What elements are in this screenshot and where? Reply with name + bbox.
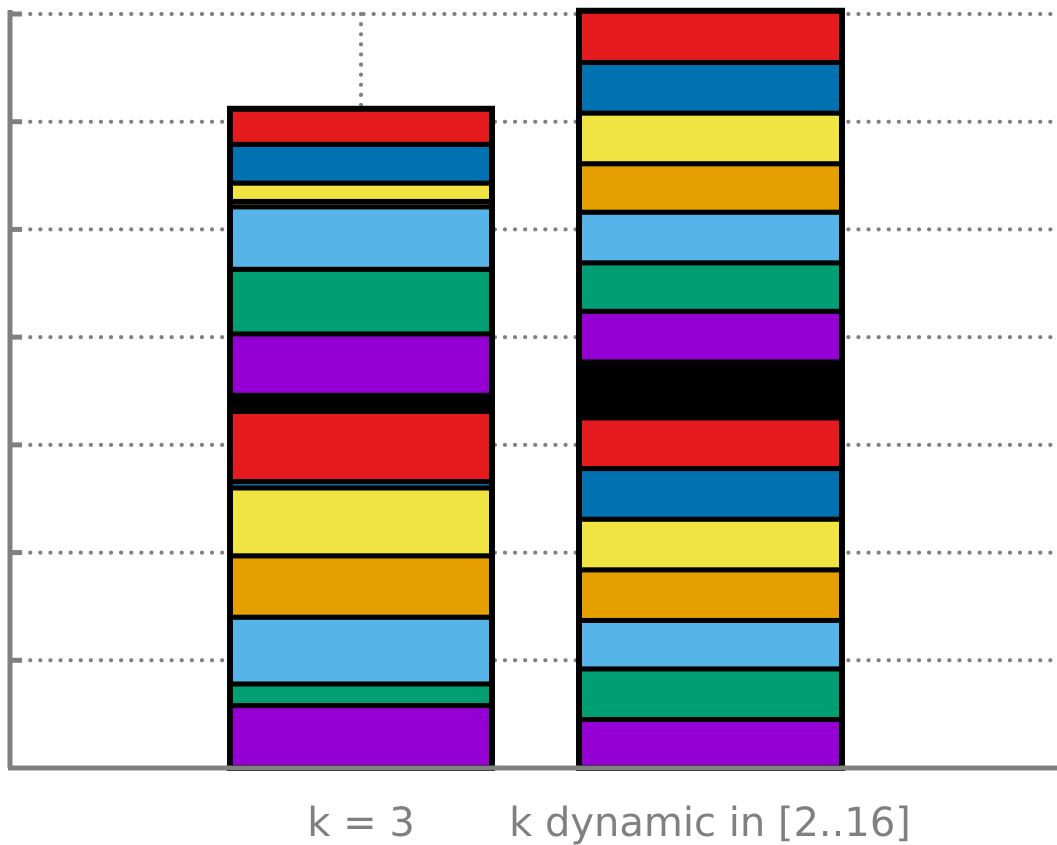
- x-tick-label-1: k dynamic in [2..16]: [509, 800, 911, 845]
- bar-0-segment-2: [227, 614, 495, 687]
- bar-1-segment-9: [576, 260, 845, 314]
- bar-0-segment-13: [227, 141, 495, 186]
- x-tick-label-0: k = 3: [307, 800, 415, 845]
- bar-1-segment-8: [576, 308, 845, 365]
- bar-0: [227, 105, 495, 771]
- bar-1-segment-13: [576, 59, 845, 116]
- bar-0-segment-1: [227, 681, 495, 709]
- bar-1: [576, 7, 845, 772]
- bar-1-segment-12: [576, 110, 845, 167]
- bar-0-segment-4: [227, 485, 495, 559]
- bar-0-segment-9: [227, 266, 495, 337]
- gridlines: [8, 12, 1057, 663]
- bar-0-segment-6: [227, 408, 495, 484]
- bar-1-segment-10: [576, 209, 845, 266]
- bar-0-segment-10: [227, 204, 495, 272]
- x-tick-labels: k = 3 k dynamic in [2..16]: [307, 800, 911, 845]
- bar-1-segment-5: [576, 466, 845, 522]
- bar-1-segment-1: [576, 666, 845, 723]
- bar-0-segment-8: [227, 331, 495, 398]
- bar-0-segment-3: [227, 553, 495, 620]
- bars: [227, 7, 845, 772]
- bar-1-segment-6: [576, 415, 845, 472]
- bar-1-segment-14: [576, 8, 845, 65]
- axes: [7, 10, 1057, 771]
- bar-0-segment-12: [227, 180, 495, 204]
- bar-1-segment-11: [576, 161, 845, 215]
- bar-0-segment-14: [227, 106, 495, 147]
- bar-0-segment-0: [227, 703, 495, 771]
- bar-1-segment-0: [576, 717, 845, 771]
- bar-1-segment-4: [576, 516, 845, 573]
- bar-1-segment-3: [576, 567, 845, 623]
- bar-1-segment-2: [576, 617, 845, 672]
- bar-1-segment-7: [576, 359, 845, 421]
